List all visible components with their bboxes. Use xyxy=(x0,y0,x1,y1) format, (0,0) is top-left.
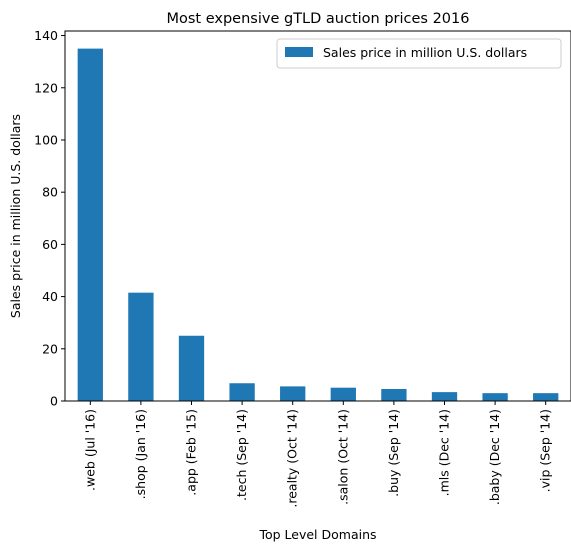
x-axis-label: Top Level Domains xyxy=(258,527,376,542)
bar xyxy=(533,393,559,401)
y-tick-label: 120 xyxy=(34,80,58,95)
bar xyxy=(128,292,154,401)
bar xyxy=(229,383,255,401)
x-tick-label: .shop (Jan '16) xyxy=(133,409,148,499)
x-tick-label: .vip (Sep '14) xyxy=(538,409,553,492)
y-tick-label: 60 xyxy=(42,237,58,252)
bar xyxy=(330,387,356,401)
y-tick-label: 40 xyxy=(42,289,58,304)
x-tick-label: .buy (Sep '14) xyxy=(386,409,401,497)
y-axis-label: Sales price in million U.S. dollars xyxy=(8,114,23,318)
bar xyxy=(178,335,205,401)
bar xyxy=(482,393,508,401)
legend-box xyxy=(276,38,562,69)
chart-title: Most expensive gTLD auction prices 2016 xyxy=(167,11,470,27)
x-tick-label: .app (Feb '15) xyxy=(184,409,199,496)
bar xyxy=(280,386,306,401)
bar xyxy=(431,392,458,401)
plot-frame xyxy=(64,30,571,402)
bars-group xyxy=(77,48,559,401)
legend-swatch xyxy=(285,47,313,57)
x-tick-label: .tech (Sep '14) xyxy=(234,409,249,501)
x-tick-label: .web (Jul '16) xyxy=(82,409,97,491)
x-tick-label: .salon (Oct '14) xyxy=(335,409,350,505)
y-tick-label: 100 xyxy=(34,132,58,147)
bar xyxy=(77,48,103,401)
x-tick-label: .mls (Dec '14) xyxy=(437,409,452,496)
y-axis-ticks: 0 20 40 60 80 100 120 140 xyxy=(34,28,65,409)
y-tick-label: 20 xyxy=(42,341,58,356)
y-tick-label: 80 xyxy=(42,185,58,200)
x-axis-ticks: .web (Jul '16) .shop (Jan '16) .app (Feb '… xyxy=(82,401,553,508)
bar xyxy=(381,388,407,401)
legend: Sales price in million U.S. dollars xyxy=(276,38,562,69)
y-tick-label: 140 xyxy=(34,28,58,43)
x-tick-label: .baby (Dec '14) xyxy=(487,409,502,505)
y-tick-label: 0 xyxy=(50,394,58,409)
legend-entry-label: Sales price in million U.S. dollars xyxy=(323,45,527,60)
x-tick-label: .realty (Oct '14) xyxy=(285,409,300,508)
